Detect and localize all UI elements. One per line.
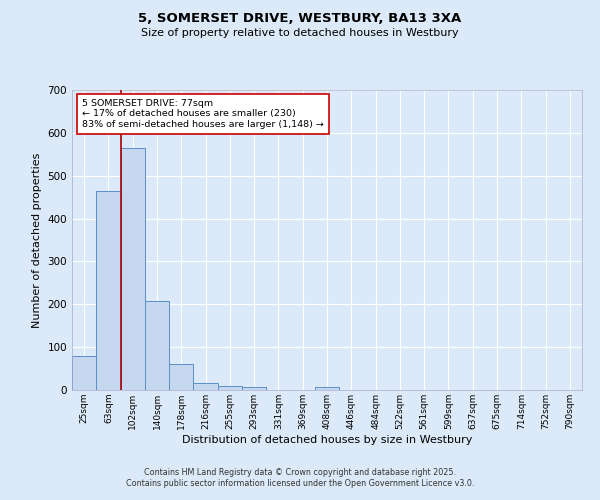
Bar	[72, 356, 96, 390]
Y-axis label: Number of detached properties: Number of detached properties	[32, 152, 42, 328]
X-axis label: Distribution of detached houses by size in Westbury: Distribution of detached houses by size …	[182, 434, 472, 444]
Bar	[96, 190, 121, 390]
Bar	[145, 301, 169, 390]
Bar	[121, 148, 145, 390]
Bar	[169, 364, 193, 390]
Text: Size of property relative to detached houses in Westbury: Size of property relative to detached ho…	[141, 28, 459, 38]
Text: 5, SOMERSET DRIVE, WESTBURY, BA13 3XA: 5, SOMERSET DRIVE, WESTBURY, BA13 3XA	[139, 12, 461, 26]
Bar	[218, 386, 242, 390]
Bar	[315, 387, 339, 390]
Bar	[242, 387, 266, 390]
Text: Contains HM Land Registry data © Crown copyright and database right 2025.
Contai: Contains HM Land Registry data © Crown c…	[126, 468, 474, 487]
Text: 5 SOMERSET DRIVE: 77sqm
← 17% of detached houses are smaller (230)
83% of semi-d: 5 SOMERSET DRIVE: 77sqm ← 17% of detache…	[82, 99, 324, 129]
Bar	[193, 382, 218, 390]
